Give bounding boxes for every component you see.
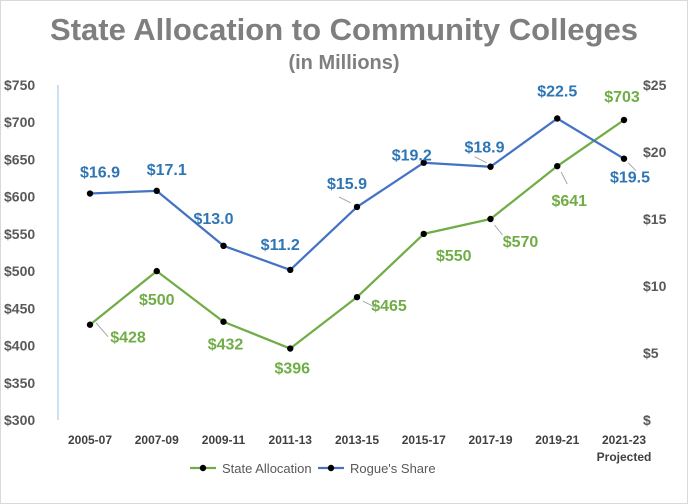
data-point [220, 318, 227, 325]
data-point [487, 215, 494, 223]
left-axis-tick-label: $700 [4, 114, 35, 130]
data-point [620, 155, 628, 162]
left-axis-tick-label: $600 [4, 189, 35, 205]
chart-title: State Allocation to Community Colleges [50, 12, 638, 47]
data-point [620, 116, 628, 124]
data-label-leader-line [627, 162, 637, 172]
x-axis-tick-label: 2021-23 [602, 433, 646, 447]
data-point [487, 163, 494, 170]
left-axis-tick-label: $400 [4, 338, 35, 354]
data-point [287, 266, 294, 274]
data-label: $19.2 [392, 148, 432, 165]
data-point [353, 293, 361, 301]
data-label: $18.9 [464, 140, 504, 157]
data-label: $570 [503, 234, 539, 251]
right-axis-tick-label: $20 [643, 144, 667, 160]
chart-subtitle: (in Millions) [288, 52, 400, 74]
data-point [86, 321, 94, 328]
legend-swatch-marker [199, 464, 207, 472]
data-point [86, 190, 94, 197]
right-axis-tick-label: $25 [643, 77, 667, 93]
data-point [153, 267, 160, 275]
data-label: $428 [110, 330, 146, 347]
data-point [420, 159, 427, 166]
data-label-leader-line [494, 224, 503, 236]
data-label-leader-line [474, 156, 487, 164]
data-point [353, 203, 361, 211]
left-axis-tick-label: $350 [4, 375, 35, 391]
data-label: $13.0 [193, 211, 233, 228]
series-line-state-allocation [89, 119, 625, 350]
x-axis-tick-label: 2019-21 [535, 433, 579, 447]
data-label: $17.1 [147, 162, 187, 179]
data-label: $432 [208, 337, 244, 354]
series-line-rogues-share [89, 117, 625, 272]
x-axis-tick-label: 2005-07 [68, 433, 112, 447]
x-axis-tick-label: 2009-11 [202, 433, 246, 447]
left-axis-tick-label: $750 [4, 77, 35, 93]
left-axis-tick-label: $500 [4, 263, 35, 279]
left-axis-tick-label: $450 [4, 300, 35, 316]
x-axis-tick-label: 2013-15 [335, 433, 379, 447]
x-axis-tick-label: 2015-17 [402, 433, 446, 447]
data-label-leader-line [95, 322, 109, 338]
x-axis-tick-label: 2011-13 [269, 433, 313, 447]
data-label: $15.9 [327, 176, 367, 193]
x-axis-tick-sublabel: Projected [597, 450, 652, 464]
data-label-leader-line [560, 171, 568, 185]
data-label: $465 [371, 298, 407, 315]
data-label: $19.5 [610, 170, 650, 187]
x-axis-tick-label: 2017-19 [468, 433, 512, 447]
left-axis-tick-label: $550 [4, 226, 35, 242]
right-axis-tick-label: $15 [643, 211, 667, 227]
data-point [287, 345, 294, 352]
data-point [554, 162, 561, 170]
left-axis-tick-label: $650 [4, 151, 35, 167]
data-label: $396 [274, 361, 310, 378]
right-axis-tick-label: $ [643, 412, 651, 428]
data-label-leader-line [362, 300, 376, 308]
data-point [153, 187, 160, 195]
left-axis-tick-label: $300 [4, 412, 35, 428]
right-axis-tick-label: $5 [643, 345, 659, 361]
legend-swatch-marker [327, 464, 335, 472]
legend-label: State Allocation [222, 461, 312, 476]
data-point [554, 115, 561, 122]
data-label: $500 [139, 292, 175, 309]
right-axis-tick-label: $10 [643, 278, 667, 294]
data-label-leader-line [338, 196, 352, 204]
data-label: $703 [604, 89, 640, 106]
x-axis-tick-label: 2007-09 [135, 433, 179, 447]
data-point [220, 242, 227, 249]
data-label: $11.2 [261, 237, 300, 254]
data-label: $550 [436, 248, 472, 265]
legend-label: Rogue's Share [350, 461, 436, 476]
data-label: $16.9 [80, 165, 120, 182]
data-point [420, 230, 427, 238]
data-label: $22.5 [537, 84, 577, 101]
data-label: $641 [551, 193, 587, 210]
